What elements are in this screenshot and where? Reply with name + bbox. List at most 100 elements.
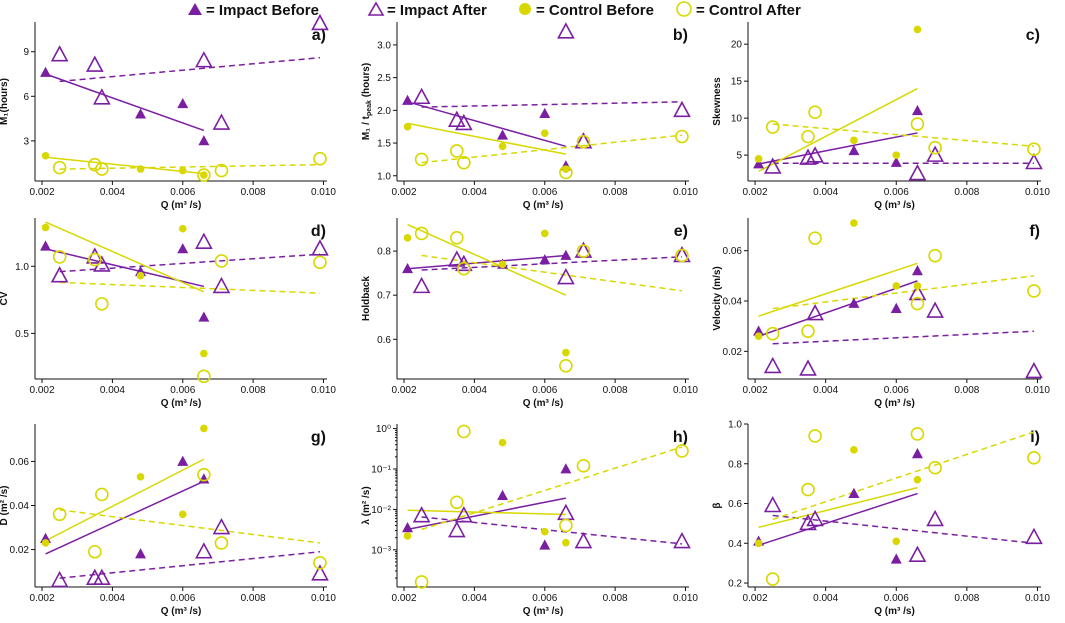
point-impact-before: [402, 522, 414, 533]
y-tick-label: 0.06: [10, 457, 30, 468]
point-impact-before: [848, 487, 860, 498]
point-control-before: [754, 539, 763, 548]
point-control-after: [765, 326, 780, 341]
point-control-after: [214, 254, 229, 268]
y-tick-label: 20: [731, 40, 743, 51]
legend-marker-impact-before: [188, 3, 202, 15]
point-impact-before: [40, 240, 52, 251]
point-control-after: [559, 165, 573, 180]
y-tick-label: 10⁻¹: [371, 465, 391, 476]
x-tick-label: 0.002: [30, 187, 55, 198]
x-tick-label: 0.008: [603, 593, 628, 604]
point-impact-before: [753, 535, 765, 546]
point-control-after: [52, 160, 67, 175]
point-impact-before: [135, 108, 147, 119]
y-axis-label: M₁ / tpeak (hours): [361, 63, 373, 140]
point-control-after: [1027, 142, 1041, 156]
point-control-after: [197, 168, 211, 182]
point-impact-after: [926, 145, 944, 162]
y-tick-label: 0.7: [377, 291, 391, 302]
x-tick-label: 0.002: [30, 593, 55, 604]
point-impact-after: [93, 88, 111, 105]
point-impact-after: [799, 359, 817, 376]
chart-legend: = Impact Before = Impact After = Control…: [188, 1, 801, 19]
point-impact-before: [135, 548, 147, 559]
point-control-before: [178, 224, 187, 233]
fit-line-impact-after: [59, 253, 321, 273]
y-axis-label: D (m² /s): [0, 486, 10, 526]
point-control-after: [765, 572, 780, 586]
point-control-after: [457, 424, 471, 439]
point-impact-after: [93, 568, 111, 585]
point-impact-before: [890, 553, 902, 564]
x-tick-label: 0.010: [673, 385, 698, 396]
point-impact-after: [1025, 152, 1043, 170]
y-tick-label: 15: [731, 77, 743, 88]
x-tick-label: 0.006: [532, 593, 557, 604]
x-tick-label: 0.010: [311, 187, 336, 198]
x-tick-label: 0.006: [532, 187, 557, 198]
x-tick-label: 0.004: [100, 593, 125, 604]
point-control-after: [801, 482, 815, 497]
legend-marker-impact-after: [367, 1, 385, 16]
y-tick-label: 0.04: [723, 297, 743, 308]
point-control-after: [910, 296, 925, 311]
point-control-before: [850, 446, 858, 454]
point-control-after: [95, 297, 109, 311]
point-impact-before: [497, 258, 509, 269]
panel-g: 0.002 0.004 0.006 0.008 0.010 0.02 0.04 0.06 Q (…: [0, 424, 336, 617]
y-tick-label: 1.5: [377, 139, 391, 150]
point-impact-before: [198, 311, 210, 322]
panel-e: 0.002 0.004 0.006 0.008 0.010 0.6 0.7 0.8 Q (m³ …: [361, 218, 698, 409]
point-impact-after: [212, 517, 231, 535]
y-tick-label: 10⁰: [376, 424, 391, 435]
point-control-after: [801, 324, 815, 339]
point-impact-before: [560, 160, 572, 171]
point-control-before: [540, 129, 549, 138]
y-axis-label: β: [712, 502, 723, 508]
point-impact-after: [806, 146, 824, 163]
panel-h: 0.002 0.004 0.006 0.008 0.010 10⁻³ 10⁻² 10⁻¹ 10⁰…: [361, 424, 698, 617]
fit-line-control-before: [407, 509, 566, 516]
panel-c: 0.002 0.004 0.006 0.008 0.010 5 10 15 20 Q (m³ /s…: [712, 22, 1050, 211]
point-impact-after: [447, 110, 466, 127]
fit-line-impact-before: [45, 480, 205, 555]
y-tick-label: 1.0: [15, 262, 29, 273]
point-impact-before: [402, 94, 414, 105]
point-impact-before: [497, 129, 509, 140]
x-tick-label: 0.010: [311, 385, 336, 396]
y-tick-label: 0.2: [728, 579, 742, 590]
y-tick-label: 1.0: [377, 171, 391, 182]
point-control-before: [200, 171, 208, 179]
point-impact-after: [50, 45, 69, 62]
point-impact-after: [763, 157, 782, 174]
point-impact-after: [50, 570, 69, 588]
fit-line-control-after: [421, 134, 683, 164]
panel-label: c): [1026, 27, 1040, 44]
point-control-before: [913, 25, 922, 34]
fit-line-impact-before: [407, 497, 567, 531]
point-impact-after: [412, 87, 431, 105]
point-impact-after: [447, 250, 466, 267]
panel-label: e): [674, 223, 688, 240]
y-tick-label: 2.0: [377, 106, 391, 117]
point-impact-after: [85, 568, 104, 585]
x-tick-label: 0.004: [813, 187, 838, 198]
point-control-after: [414, 152, 429, 167]
point-impact-after: [455, 113, 473, 131]
fit-line-control-after: [772, 431, 1035, 521]
point-control-before: [892, 282, 901, 290]
point-impact-after: [574, 132, 593, 149]
x-tick-label: 0.004: [462, 385, 487, 396]
point-control-before: [178, 166, 187, 175]
panel-a: 0.002 0.004 0.006 0.008 0.010 3 6 9 Q (m³ /s) M₁(…: [0, 13, 336, 211]
legend-label-impact-before: = Impact Before: [206, 2, 319, 19]
point-impact-before: [177, 243, 189, 254]
point-impact-after: [673, 531, 691, 549]
point-impact-after: [908, 164, 927, 181]
x-tick-label: 0.008: [603, 187, 628, 198]
y-tick-label: 10: [731, 114, 743, 125]
x-tick-label: 0.006: [170, 187, 195, 198]
point-impact-before: [177, 455, 189, 466]
fit-line-impact-before: [45, 248, 205, 288]
